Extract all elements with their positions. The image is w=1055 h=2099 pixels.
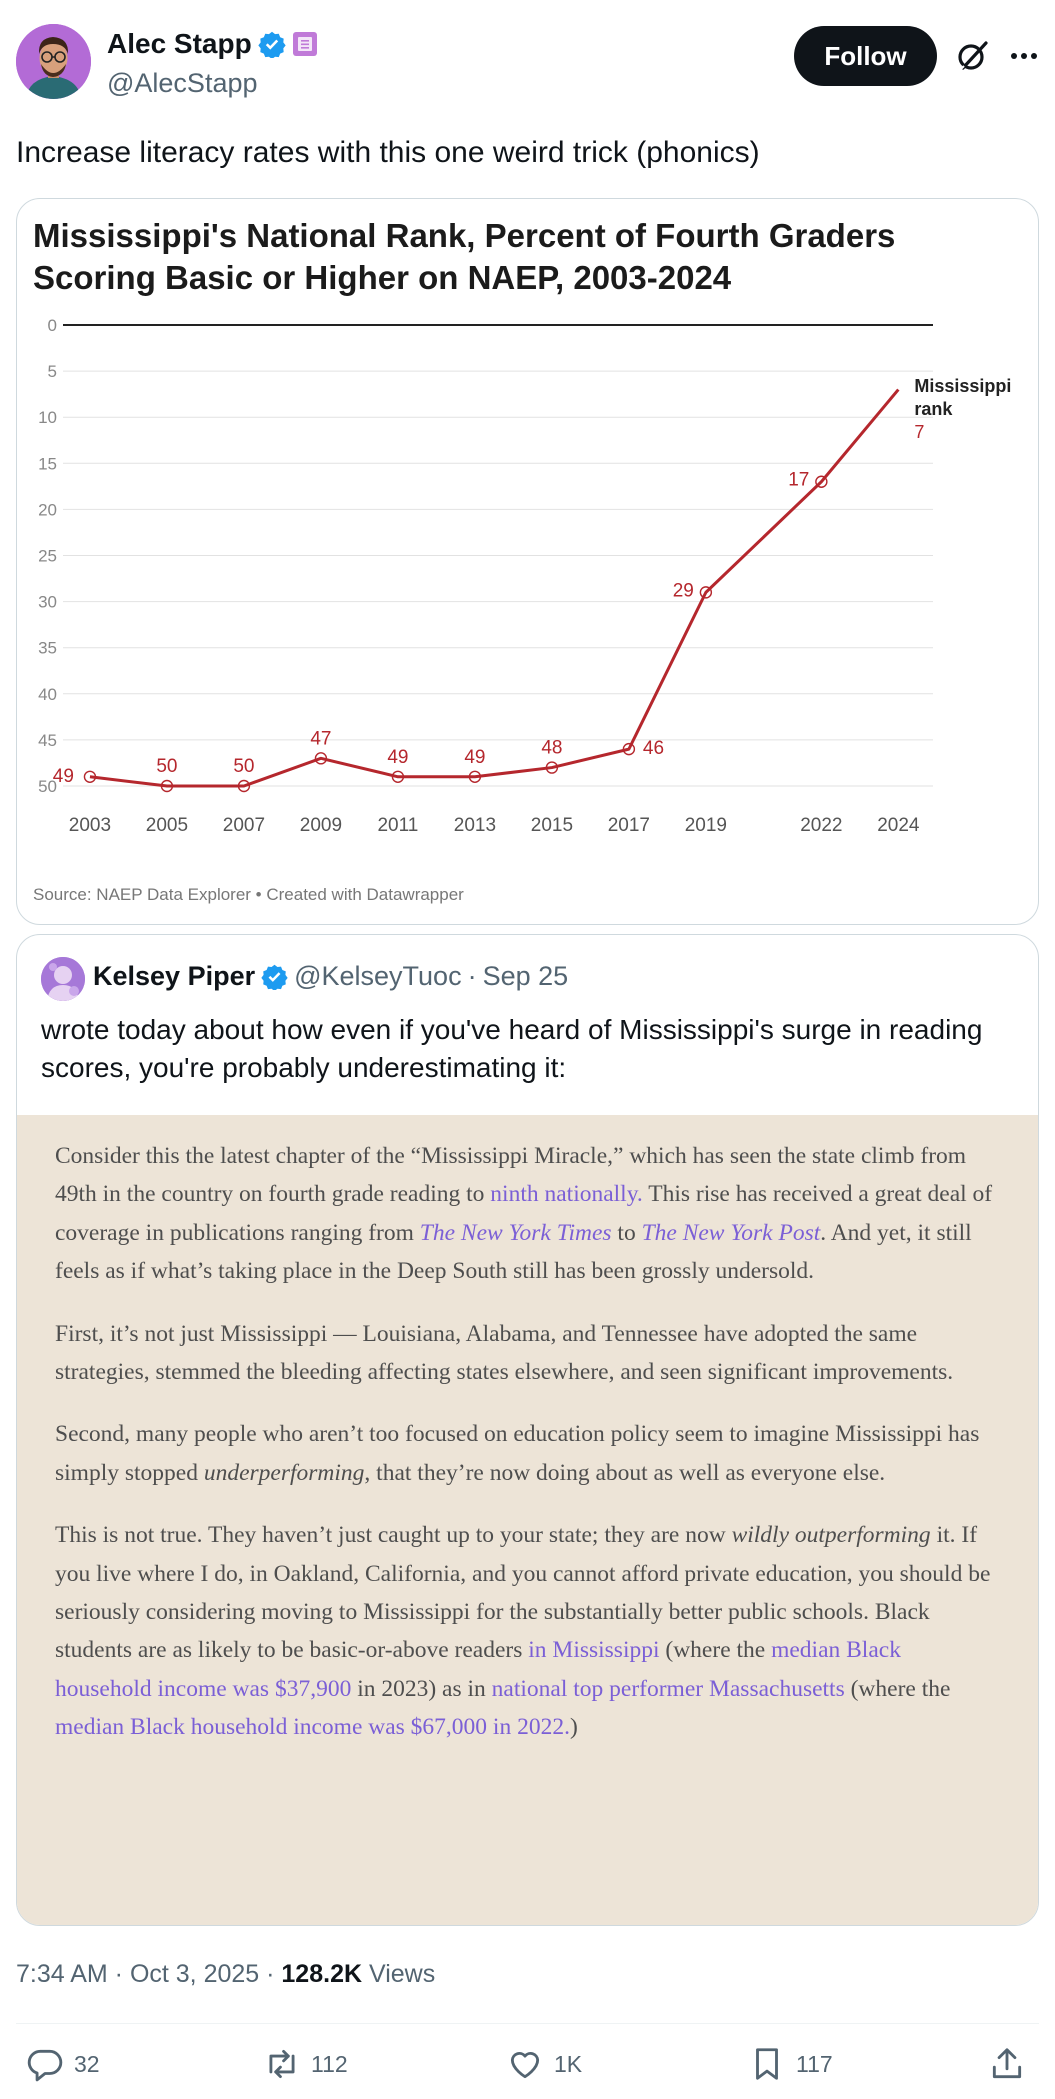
author-avatar[interactable] xyxy=(16,24,91,99)
y-tick-label: 0 xyxy=(48,316,57,335)
excerpt-link: ninth nationally. xyxy=(490,1181,643,1208)
excerpt-paragraph: Consider this the latest chapter of the … xyxy=(55,1143,993,1285)
chart-image-card[interactable]: Mississippi's National Rank, Percent of … xyxy=(16,198,1039,925)
grok-icon[interactable] xyxy=(954,38,990,74)
x-tick-label: 2015 xyxy=(531,815,573,836)
data-point xyxy=(815,475,828,488)
x-tick-label: 2024 xyxy=(877,815,920,836)
excerpt-link: median Black household income was $67,00… xyxy=(55,1714,570,1741)
data-point xyxy=(391,770,405,783)
quoted-tweet[interactable]: Kelsey Piper @KelseyTuoc · Sep 25 wrote … xyxy=(16,934,1039,1926)
quoted-author-name: Kelsey Piper xyxy=(93,961,256,991)
tweet-text: Increase literacy rates with this one we… xyxy=(16,136,760,169)
share-button[interactable] xyxy=(988,2045,1026,2083)
follow-button[interactable]: Follow xyxy=(794,26,937,86)
excerpt-link: national top performer Massachusetts xyxy=(491,1675,845,1702)
data-label: 49 xyxy=(464,747,485,768)
y-tick-label: 50 xyxy=(38,777,57,796)
data-label: 50 xyxy=(233,756,254,777)
data-label: 49 xyxy=(53,766,74,787)
excerpt-paragraph: First, it’s not just Mississippi — Louis… xyxy=(55,1320,954,1386)
share-icon xyxy=(992,2048,1022,2079)
series-line xyxy=(89,388,900,788)
x-tick-label: 2011 xyxy=(377,815,418,836)
data-label: 50 xyxy=(156,756,177,777)
bookmark-button[interactable]: 117 xyxy=(748,2045,833,2083)
x-tick-label: 2019 xyxy=(685,815,727,836)
meta-separator: · xyxy=(467,961,477,991)
series-end-label: Mississippi xyxy=(914,376,1011,396)
data-label: 46 xyxy=(643,738,664,759)
data-label: 49 xyxy=(387,747,408,768)
data-label: 7 xyxy=(914,422,924,442)
repost-icon xyxy=(269,2049,295,2079)
excerpt-paragraph: Second, many people who aren’t too focus… xyxy=(55,1421,980,1486)
excerpt-link: in Mississippi xyxy=(528,1637,660,1664)
x-tick-label: 2005 xyxy=(146,815,188,836)
data-point xyxy=(160,779,174,793)
y-tick-label: 40 xyxy=(38,685,57,704)
y-tick-label: 5 xyxy=(48,362,57,381)
x-tick-label: 2017 xyxy=(608,815,650,836)
bookmark-icon xyxy=(756,2048,778,2080)
data-point xyxy=(83,770,97,783)
views-count: 128.2K xyxy=(281,1960,363,1988)
data-label: 47 xyxy=(310,728,331,749)
repost-button[interactable]: 112 xyxy=(263,2045,348,2083)
data-point xyxy=(699,586,713,599)
excerpt-link: The New York Times xyxy=(419,1219,612,1246)
y-tick-label: 15 xyxy=(38,454,57,473)
data-label: 29 xyxy=(673,580,694,601)
article-excerpt-image: Consider this the latest chapter of the … xyxy=(17,1115,1038,1925)
data-point xyxy=(545,761,559,774)
like-icon xyxy=(510,2052,540,2079)
action-bar: 32 112 1K 117 xyxy=(16,2045,1039,2089)
line-chart: 0 5 10 15 20 25 30 35 40 45 50 2003 2005 2007 2009 2011… xyxy=(38,316,1011,836)
author-handle[interactable]: @AlecStapp xyxy=(107,68,258,98)
y-tick-label: 45 xyxy=(38,731,57,750)
x-tick-label: 2003 xyxy=(69,815,111,836)
more-icon[interactable] xyxy=(1006,38,1042,74)
author-name[interactable]: Alec Stapp xyxy=(107,28,252,59)
quoted-author-handle: @KelseyTuoc xyxy=(294,961,462,991)
data-point xyxy=(622,742,636,756)
reply-button[interactable]: 32 xyxy=(26,2045,100,2083)
data-point xyxy=(237,779,251,793)
quoted-tweet-text: wrote today about how even if you've hea… xyxy=(41,1014,983,1083)
divider xyxy=(16,2023,1039,2024)
data-label: 17 xyxy=(788,470,809,491)
data-label: 48 xyxy=(541,738,562,759)
x-tick-label: 2013 xyxy=(454,815,496,836)
reply-icon xyxy=(27,2049,63,2082)
quoted-author-avatar xyxy=(41,957,85,1001)
x-tick-label: 2009 xyxy=(300,815,342,836)
tweet-header: Alec Stapp @AlecStapp Follow xyxy=(16,24,1039,102)
data-point xyxy=(314,752,328,765)
affiliate-badge-icon xyxy=(292,32,317,56)
data-point xyxy=(468,770,482,783)
excerpt-link: The New York Post xyxy=(641,1219,821,1246)
quoted-date: Sep 25 xyxy=(482,961,569,991)
like-button[interactable]: 1K xyxy=(506,2045,582,2083)
x-tick-label: 2007 xyxy=(223,815,265,836)
tweet-timestamp[interactable]: 7:34 AM · Oct 3, 2025 · 128.2K Views xyxy=(16,1960,436,1988)
y-tick-label: 10 xyxy=(38,408,57,427)
y-tick-label: 25 xyxy=(38,547,57,566)
verified-badge-icon xyxy=(261,964,288,990)
y-tick-label: 20 xyxy=(38,500,57,519)
chart-title: Mississippi's National Rank, Percent of … xyxy=(33,217,896,296)
excerpt-paragraph: This is not true. They haven’t just caug… xyxy=(55,1522,991,1741)
y-tick-label: 30 xyxy=(38,593,57,612)
excerpt-link: median Black household income was $37,90… xyxy=(55,1637,901,1702)
series-end-label: rank xyxy=(914,399,953,419)
x-tick-label: 2022 xyxy=(800,815,842,836)
chart-source: Source: NAEP Data Explorer • Created wit… xyxy=(33,885,464,904)
y-tick-label: 35 xyxy=(38,639,57,658)
verified-badge-icon xyxy=(258,31,286,58)
